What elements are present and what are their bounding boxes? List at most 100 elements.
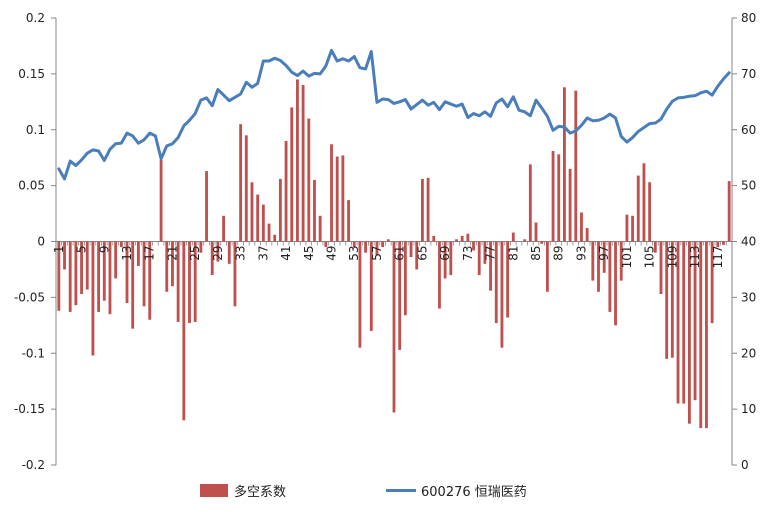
bar xyxy=(528,164,532,242)
bar xyxy=(74,241,78,306)
bar xyxy=(523,239,527,242)
legend-label-bar: 多空系数 xyxy=(234,484,286,500)
bar xyxy=(648,182,652,242)
bar xyxy=(687,241,691,424)
bar xyxy=(426,177,430,242)
bar xyxy=(335,156,339,242)
bar xyxy=(284,140,288,242)
bar xyxy=(324,241,328,248)
bar-series-group xyxy=(57,79,731,429)
bar xyxy=(636,175,640,242)
x-tick-label: 73 xyxy=(461,246,475,261)
bar xyxy=(506,241,510,318)
bar xyxy=(205,171,208,242)
bar xyxy=(210,241,214,276)
bar xyxy=(273,234,277,242)
bar xyxy=(369,241,373,331)
bar xyxy=(148,241,152,320)
left-tick-label: 0.05 xyxy=(18,179,45,193)
bar xyxy=(545,241,549,292)
bar xyxy=(653,241,657,253)
bar xyxy=(699,241,703,429)
x-tick-label: 81 xyxy=(506,246,520,261)
bar xyxy=(244,135,248,242)
bar xyxy=(347,200,350,242)
bar xyxy=(261,204,265,242)
bar xyxy=(375,241,379,255)
right-tick-label: 80 xyxy=(741,11,756,25)
bar xyxy=(142,241,146,307)
left-tick-label: 0.2 xyxy=(26,11,45,25)
bar xyxy=(97,241,101,312)
bar xyxy=(307,118,311,242)
x-tick-label: 37 xyxy=(256,246,270,261)
price-line xyxy=(57,48,731,181)
bar xyxy=(494,241,498,324)
bar xyxy=(199,241,203,253)
bar xyxy=(443,241,447,279)
bar xyxy=(676,241,680,404)
bar xyxy=(119,241,123,248)
bar xyxy=(398,241,402,350)
bar xyxy=(91,241,95,356)
x-tick-label: 113 xyxy=(688,246,702,269)
bar xyxy=(256,194,260,242)
left-tick-label: -0.15 xyxy=(14,402,45,416)
bar xyxy=(727,181,731,242)
bar xyxy=(438,241,441,309)
legend-label-line: 600276 恒瑞医药 xyxy=(421,485,527,500)
x-tick-label: 57 xyxy=(370,246,384,261)
bar xyxy=(131,241,135,329)
bar xyxy=(602,241,606,273)
bar xyxy=(665,241,669,359)
x-tick-label: 69 xyxy=(438,246,452,261)
bar xyxy=(386,239,390,242)
bar xyxy=(233,241,237,307)
bar xyxy=(415,241,419,270)
left-tick-label: -0.05 xyxy=(14,290,45,304)
right-tick-label: 40 xyxy=(741,235,756,249)
bar xyxy=(631,215,635,242)
right-tick-label: 30 xyxy=(741,290,756,304)
x-tick-label: 89 xyxy=(552,246,566,261)
x-tick-label: 13 xyxy=(120,246,134,261)
bar xyxy=(108,241,112,315)
x-tick-label: 41 xyxy=(279,246,293,261)
bar xyxy=(85,241,89,290)
bar xyxy=(68,241,72,312)
x-tick-label: 9 xyxy=(97,246,111,254)
bar xyxy=(227,241,231,264)
bar xyxy=(114,241,118,279)
right-tick-label: 60 xyxy=(741,123,756,137)
left-tick-label: -0.2 xyxy=(22,458,45,472)
left-tick-label: 0.1 xyxy=(26,123,45,137)
bar xyxy=(182,241,186,421)
tick-label-group: -0.2 -0.15 -0.1 -0.05 0 0.05 0.1 0.15 0.2 0 10 20 30… xyxy=(14,11,756,472)
x-tick-label: 117 xyxy=(711,246,725,269)
x-tick-label: 61 xyxy=(393,246,407,261)
bar xyxy=(557,154,561,242)
x-tick-label: 49 xyxy=(325,246,339,261)
bar xyxy=(483,241,487,264)
bar xyxy=(682,241,686,404)
bar xyxy=(250,182,254,242)
bar xyxy=(136,241,140,267)
bar xyxy=(432,235,436,242)
bar xyxy=(290,107,294,242)
bar xyxy=(239,124,243,242)
bar xyxy=(216,241,220,262)
bar xyxy=(420,178,424,242)
bar xyxy=(619,241,623,281)
x-tick-label: 97 xyxy=(597,246,611,261)
left-tick-label: -0.1 xyxy=(22,346,45,360)
x-tick-label: 77 xyxy=(484,246,498,261)
bar xyxy=(188,241,191,324)
right-tick-label: 10 xyxy=(741,402,756,416)
line-series-group xyxy=(57,48,731,181)
legend: 多空系数 600276 恒瑞医药 xyxy=(200,484,527,500)
bar xyxy=(222,215,225,242)
bar xyxy=(614,241,617,326)
x-tick-label: 1 xyxy=(52,246,66,254)
bar xyxy=(193,241,197,322)
